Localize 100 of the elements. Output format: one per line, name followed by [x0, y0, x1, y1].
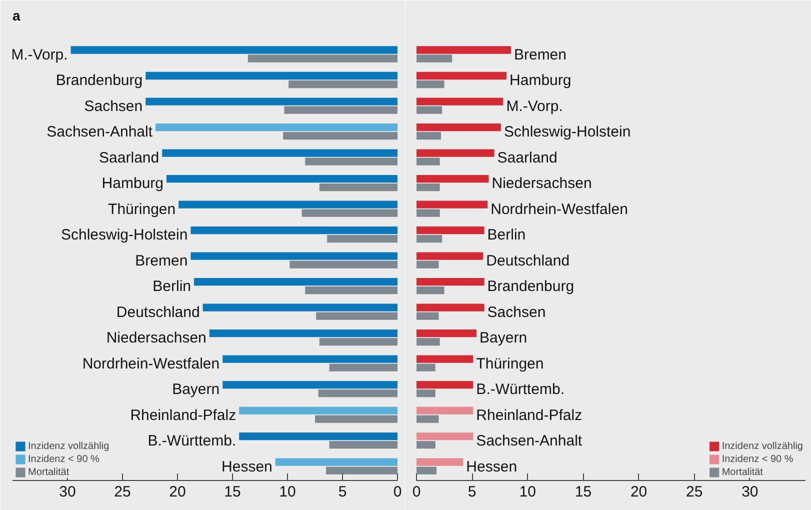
- y-tick-label: Sachsen: [84, 98, 143, 115]
- bar: [416, 183, 440, 192]
- y-tick-label: Rheinland-Pfalz: [476, 406, 582, 424]
- bar: [318, 389, 398, 398]
- y-tick-label: Niedersachsen: [106, 330, 206, 347]
- bar: [146, 98, 398, 106]
- x-tick-label: 20: [169, 484, 186, 500]
- x-tick-label: 0: [393, 484, 402, 500]
- bar: [416, 355, 474, 363]
- bar: [416, 304, 484, 312]
- legend-label: Inzidenz vollzählig: [28, 440, 110, 452]
- bar: [202, 304, 398, 312]
- y-tick-label: Hamburg: [102, 175, 164, 192]
- bar: [283, 132, 398, 140]
- bar: [319, 183, 398, 192]
- x-tick-label: 0: [412, 484, 421, 500]
- bar: [248, 54, 398, 62]
- x-tick-label: 30: [59, 484, 76, 500]
- bar: [162, 149, 398, 157]
- bar: [416, 432, 474, 440]
- bar: [326, 466, 398, 474]
- bar: [329, 441, 398, 449]
- y-tick-label: Deutschland: [116, 304, 200, 321]
- bar: [70, 46, 398, 54]
- bar: [416, 132, 441, 140]
- y-tick-label: Saarland: [99, 149, 160, 166]
- y-tick-label: Sachsen: [487, 304, 546, 321]
- bar: [416, 415, 439, 423]
- bar: [290, 260, 398, 268]
- bar: [416, 149, 494, 157]
- chart-title: a: [12, 8, 20, 24]
- y-tick-label: Rheinland-Pfalz: [130, 406, 236, 424]
- bar: [416, 329, 477, 338]
- bar: [416, 389, 436, 398]
- bar: [416, 312, 439, 320]
- bar: [416, 338, 440, 346]
- y-tick-label: B.-Württemb.: [148, 432, 236, 450]
- bar: [166, 174, 398, 183]
- bar: [316, 312, 398, 320]
- legend-label: Inzidenz vollzählig: [722, 440, 803, 452]
- y-tick-label: Hamburg: [510, 72, 572, 90]
- y-tick-label: Berlin: [487, 226, 526, 244]
- bar: [209, 329, 398, 338]
- y-tick-label: Thüringen: [108, 200, 176, 218]
- bar: [416, 54, 452, 62]
- y-tick-label: Saarland: [497, 149, 558, 166]
- legend-label: Mortalität: [722, 466, 763, 478]
- y-tick-label: Bremen: [135, 252, 188, 270]
- bar: [416, 98, 504, 106]
- bar: [222, 380, 398, 389]
- bar: [288, 80, 398, 88]
- y-tick-label: M.-Vorp.: [11, 46, 68, 64]
- bar: [302, 209, 398, 217]
- y-tick-label: Bayern: [480, 330, 528, 347]
- bar: [275, 458, 398, 466]
- legend-label: Inzidenz < 90 %: [28, 453, 100, 465]
- y-tick-label: Thüringen: [476, 355, 544, 372]
- y-tick-label: Sachsen-Anhalt: [46, 124, 154, 141]
- bar: [305, 158, 398, 166]
- y-tick-label: Hessen: [466, 458, 518, 476]
- legend-label: Mortalität: [28, 466, 70, 478]
- bar: [416, 174, 489, 183]
- y-tick-label: Schleswig-Holstein: [60, 226, 188, 244]
- bar: [416, 200, 488, 208]
- y-tick-label: Hessen: [222, 458, 272, 476]
- bar: [222, 355, 398, 363]
- bar: [416, 106, 442, 114]
- bar: [416, 458, 464, 466]
- bar: [305, 286, 398, 294]
- bar: [416, 406, 474, 414]
- y-tick-label: Nordrhein-Westfalen: [490, 200, 628, 218]
- bar: [319, 338, 398, 346]
- bar: [239, 432, 398, 440]
- bar: [194, 278, 398, 286]
- x-tick-label: 15: [224, 484, 241, 500]
- bar: [284, 106, 398, 114]
- bar: [416, 441, 436, 449]
- x-tick-label: 5: [338, 484, 347, 500]
- x-tick-label: 5: [468, 484, 476, 500]
- y-tick-label: B.-Württemb.: [476, 381, 565, 398]
- x-tick-label: 10: [279, 484, 296, 500]
- bar: [315, 415, 398, 423]
- y-tick-label: Deutschland: [486, 252, 570, 270]
- y-tick-label: Brandenburg: [487, 278, 574, 296]
- bar: [416, 72, 507, 80]
- legend-label: Inzidenz < 90 %: [722, 453, 794, 465]
- bar: [416, 286, 444, 294]
- bar: [156, 123, 398, 132]
- bar: [416, 209, 440, 217]
- y-tick-label: M.-Vorp.: [506, 98, 563, 115]
- bar: [416, 278, 484, 286]
- x-tick-label: 20: [630, 484, 648, 500]
- bar: [190, 226, 398, 234]
- bar: [416, 80, 444, 88]
- x-tick-label: 25: [114, 484, 131, 500]
- bar: [416, 234, 442, 243]
- y-tick-label: Bayern: [172, 381, 220, 398]
- bar: [146, 72, 398, 80]
- bar: [416, 466, 437, 474]
- bar: [327, 234, 398, 243]
